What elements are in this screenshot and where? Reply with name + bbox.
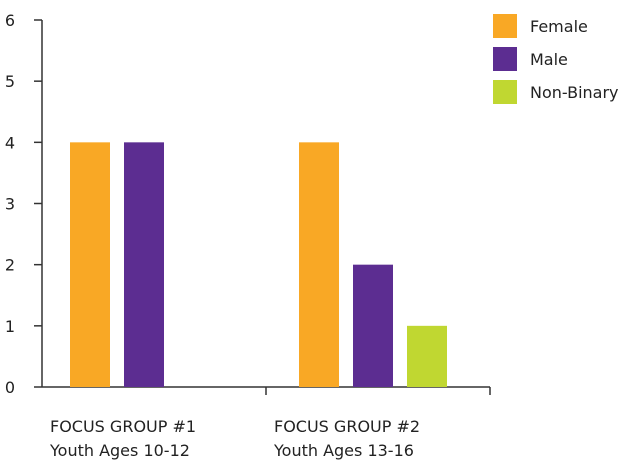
legend-label: Female	[530, 17, 588, 36]
bar-male-group-1	[124, 142, 164, 387]
y-tick-label: 0	[5, 378, 15, 397]
y-tick-label: 5	[5, 72, 15, 91]
y-tick-label: 1	[5, 317, 15, 336]
category-label: FOCUS GROUP #2	[274, 417, 420, 436]
legend-swatch	[493, 14, 517, 38]
category-label: FOCUS GROUP #1	[50, 417, 196, 436]
y-tick-label: 4	[5, 133, 15, 152]
category-labels: FOCUS GROUP #1 Youth Ages 10-12 FOCUS GROU…	[49, 417, 420, 460]
legend: Female Male Non-Binary	[493, 14, 619, 104]
bar-female-group-1	[70, 142, 110, 387]
legend-swatch	[493, 80, 517, 104]
category-label: Youth Ages 10-12	[49, 441, 190, 460]
y-axis-ticks: 0 1 2 3 4 5 6	[5, 11, 42, 397]
y-tick-label: 6	[5, 11, 15, 30]
legend-label: Non-Binary	[530, 83, 619, 102]
category-label: Youth Ages 13-16	[273, 441, 414, 460]
bars	[70, 142, 447, 387]
legend-swatch	[493, 47, 517, 71]
y-tick-label: 2	[5, 256, 15, 275]
legend-label: Male	[530, 50, 568, 69]
bar-male-group-2	[353, 264, 393, 387]
bar-non-binary-group-2	[407, 325, 447, 387]
y-tick-label: 3	[5, 195, 15, 214]
bar-female-group-2	[299, 142, 339, 387]
